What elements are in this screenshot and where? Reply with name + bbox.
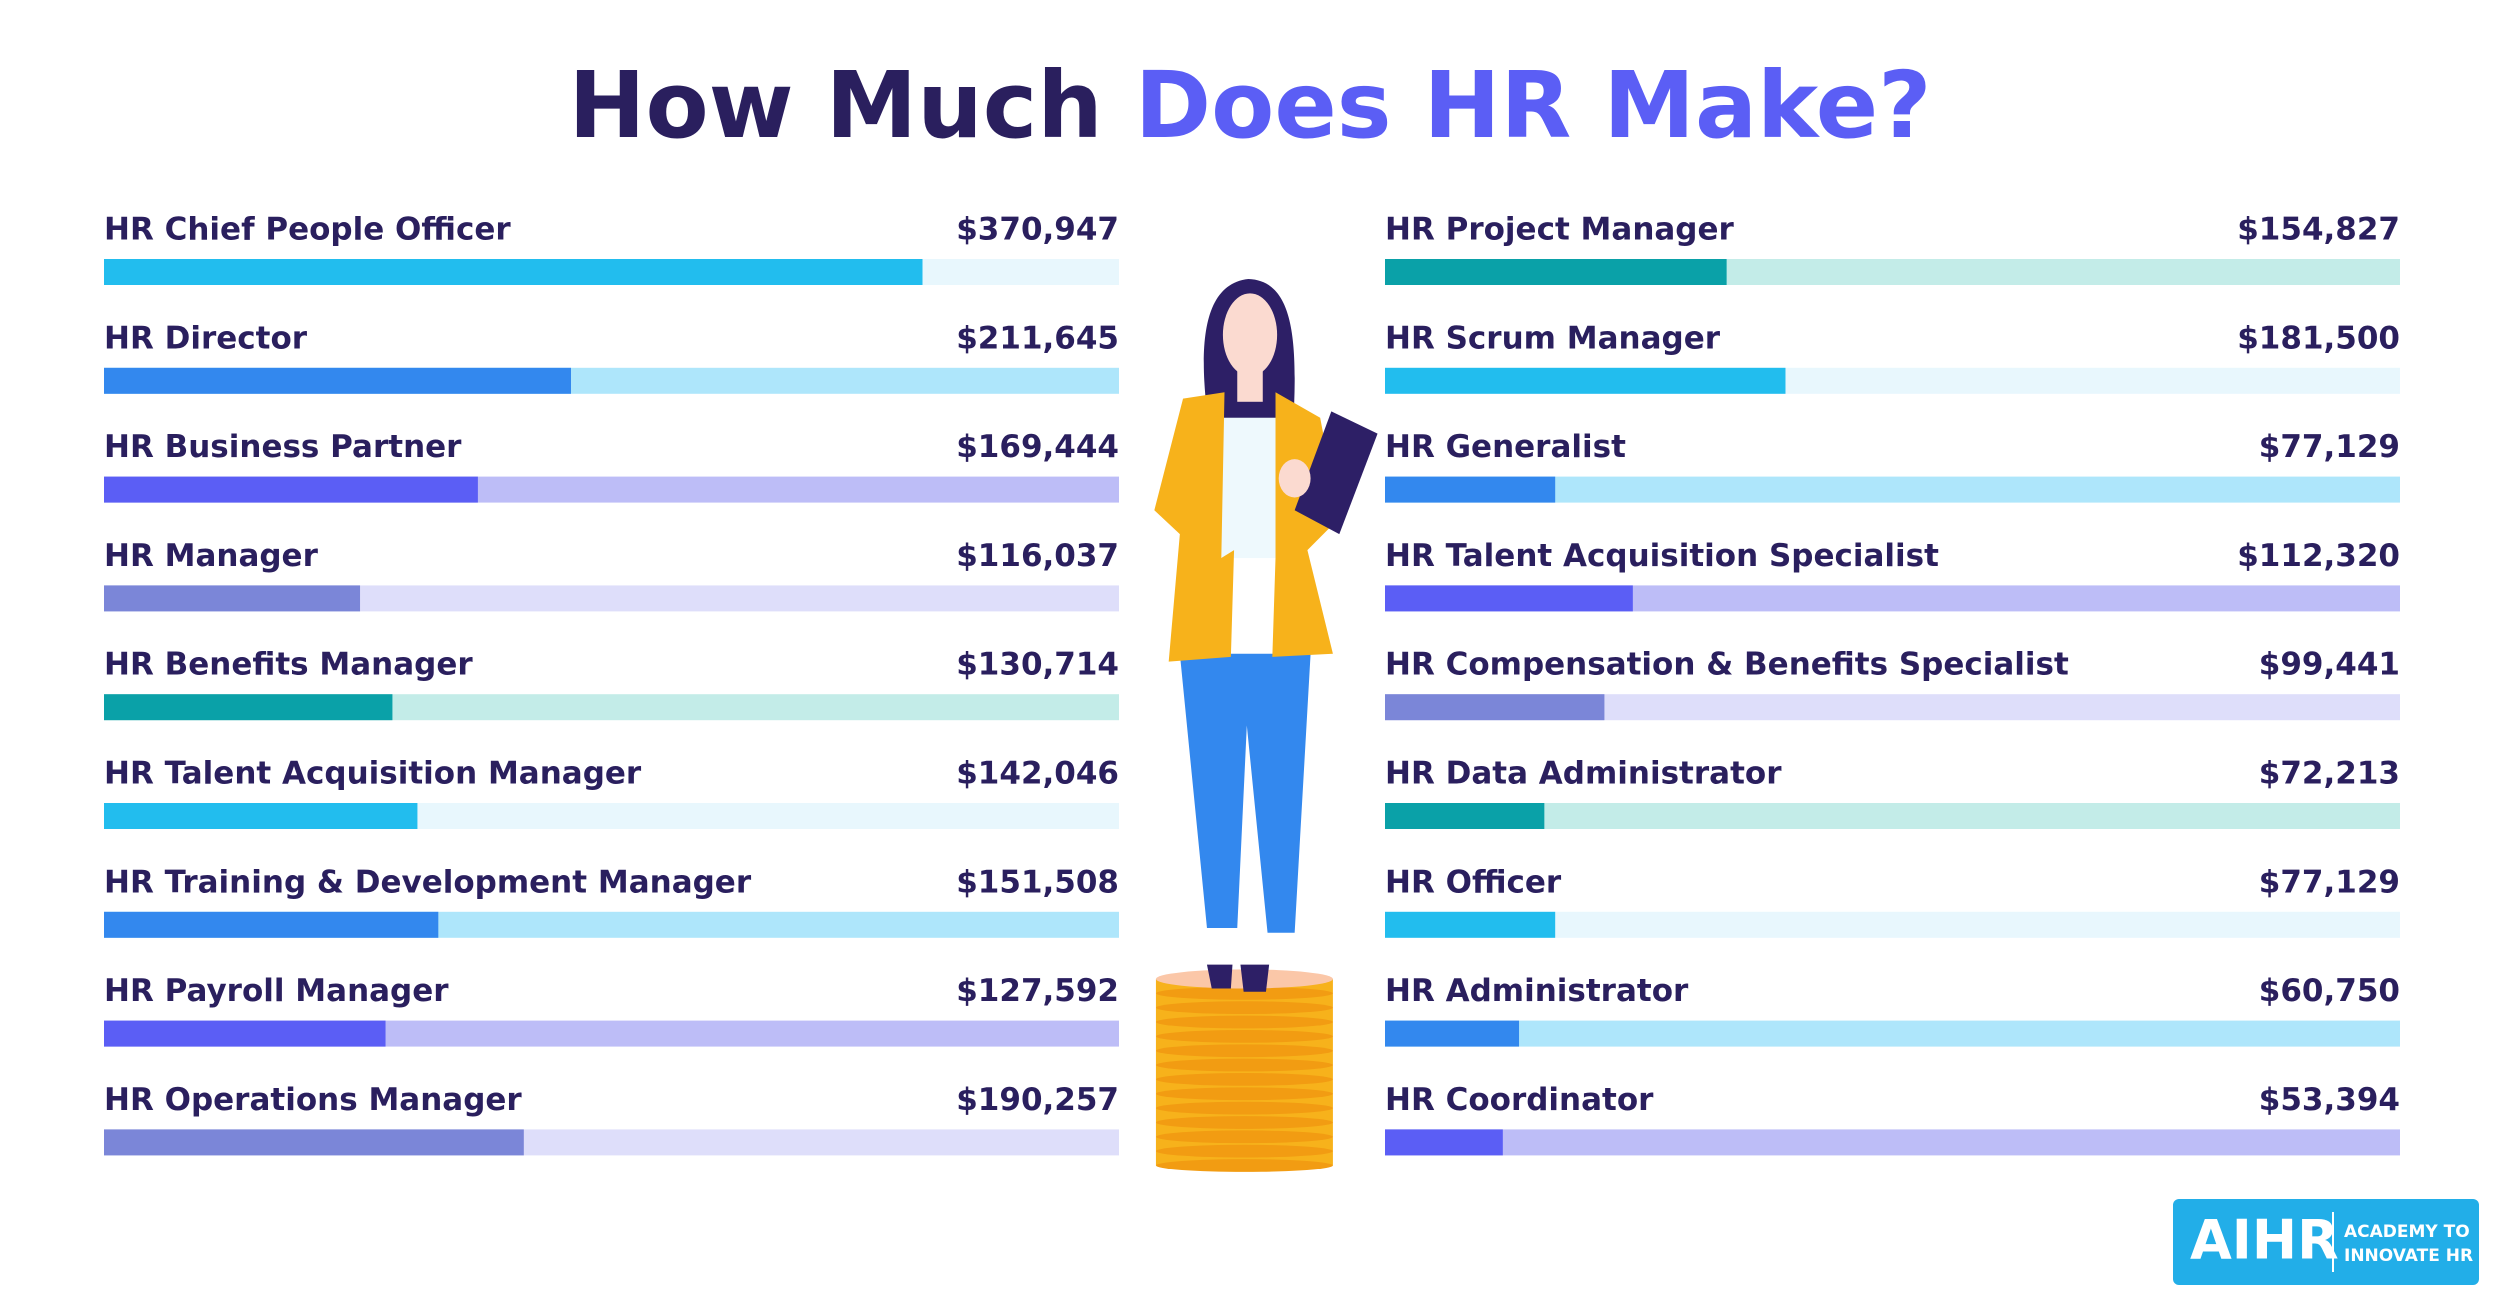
bar (104, 259, 923, 285)
coin-edge (1155, 1015, 1333, 1029)
category-label: HR Operations Manager (104, 1082, 522, 1118)
bar (1385, 1129, 1503, 1156)
bar (104, 911, 439, 938)
category-label: HR Training & Development Manager (104, 864, 752, 900)
category-label: HR Business Partner (104, 429, 462, 465)
category-label: HR Compensation & Benefits Specialist (1385, 647, 2069, 683)
value-label: $130,714 (956, 647, 1119, 683)
category-label: HR Administrator (1385, 973, 1689, 1009)
logo-line: ACADEMY TO (2344, 1222, 2470, 1242)
bar-track (1385, 1020, 2400, 1047)
shirt (1219, 417, 1278, 559)
pants (1179, 653, 1311, 933)
value-label: $116,037 (956, 538, 1119, 574)
bar-track (1385, 803, 2400, 829)
logo: AIHR ACADEMY TO INNOVATE HR (2173, 1199, 2479, 1285)
coin-edge (1155, 1101, 1333, 1115)
coin-edge (1155, 1044, 1333, 1058)
coin-edge (1155, 1130, 1333, 1144)
category-label: HR Project Manager (1385, 212, 1735, 248)
coin-edge (1155, 1144, 1333, 1158)
logo-box (2173, 1199, 2479, 1285)
bar (1385, 803, 1545, 829)
coin-edge (1155, 1159, 1333, 1172)
coin-edge (1155, 1029, 1333, 1043)
category-label: HR Talent Acquisition Specialist (1385, 538, 1939, 574)
category-label: HR Director (104, 320, 308, 356)
value-label: $151,508 (956, 864, 1119, 900)
value-label: $370,947 (956, 212, 1119, 248)
bar (1385, 585, 1633, 612)
bar (1385, 259, 1727, 285)
bar (104, 1020, 386, 1047)
value-label: $127,592 (956, 973, 1119, 1009)
coat-left (1154, 392, 1235, 662)
value-label: $53,394 (2259, 1082, 2400, 1118)
coin-edge (1155, 1116, 1333, 1129)
bar (104, 803, 418, 829)
bar (104, 476, 478, 503)
shoes (1206, 964, 1270, 992)
coins (1155, 969, 1333, 1172)
value-label: $112,320 (2237, 538, 2400, 574)
coin-edge (1155, 1001, 1333, 1015)
illustration (1154, 279, 1378, 1172)
coin-edge (1155, 986, 1333, 1000)
value-label: $72,213 (2259, 756, 2400, 792)
value-label: $99,441 (2259, 647, 2400, 683)
bar (104, 1129, 524, 1156)
category-label: HR Scrum Manager (1385, 320, 1721, 356)
value-label: $181,500 (2237, 320, 2400, 356)
category-label: HR Payroll Manager (104, 973, 449, 1009)
title-accent: Does HR Make? (1135, 52, 1932, 159)
category-label: HR Generalist (1385, 429, 1626, 465)
value-label: $211,645 (956, 320, 1119, 356)
bar (1385, 911, 1556, 938)
neck (1237, 366, 1263, 402)
title-dark: How Much (568, 52, 1102, 159)
logo-line: INNOVATE HR (2344, 1246, 2473, 1266)
category-label: HR Benefits Manager (104, 647, 473, 683)
value-label: $169,444 (956, 429, 1119, 465)
category-label: HR Manager (104, 538, 319, 574)
face (1222, 293, 1278, 377)
coin-edge (1155, 1058, 1333, 1072)
value-label: $60,750 (2259, 973, 2400, 1009)
bar (104, 694, 393, 721)
bar-track (1385, 1129, 2400, 1156)
bar (1385, 367, 1786, 394)
coin-edge (1155, 1073, 1333, 1086)
coin-edge (1155, 1087, 1333, 1101)
bar (104, 367, 571, 394)
title: How Much Does HR Make? (568, 52, 1931, 159)
value-label: $154,827 (2237, 212, 2400, 248)
bar (104, 585, 361, 612)
category-label: HR Data Administrator (1385, 756, 1782, 792)
category-label: HR Officer (1385, 864, 1562, 900)
clipboard (1294, 411, 1378, 535)
category-label: HR Coordinator (1385, 1082, 1654, 1118)
bar (1385, 476, 1556, 503)
hand (1278, 459, 1311, 498)
logo-brand: AIHR (2190, 1209, 2339, 1272)
value-label: $77,129 (2259, 864, 2400, 900)
bar (1385, 1020, 1520, 1047)
value-label: $77,129 (2259, 429, 2400, 465)
bar (1385, 694, 1605, 721)
value-label: $142,046 (956, 756, 1119, 792)
category-label: HR Talent Acquisition Manager (104, 756, 642, 792)
value-label: $190,257 (956, 1082, 1119, 1118)
category-label: HR Chief People Officer (104, 212, 511, 248)
